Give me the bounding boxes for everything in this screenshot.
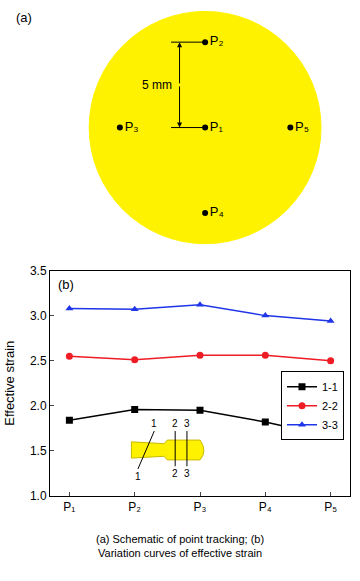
svg-text:3: 3 bbox=[184, 418, 190, 429]
svg-text:P₃: P₃ bbox=[125, 119, 139, 134]
svg-text:P₁: P₁ bbox=[210, 119, 224, 134]
svg-text:(a) Schematic of point trackin: (a) Schematic of point tracking; (b)Vari… bbox=[96, 533, 264, 559]
svg-text:3.0: 3.0 bbox=[30, 309, 47, 323]
svg-text:1.5: 1.5 bbox=[30, 444, 47, 458]
svg-text:5 mm: 5 mm bbox=[142, 78, 172, 92]
svg-text:P₄: P₄ bbox=[210, 204, 224, 219]
svg-text:3: 3 bbox=[184, 468, 190, 479]
svg-text:2: 2 bbox=[172, 468, 178, 479]
svg-text:P₅: P₅ bbox=[324, 500, 337, 514]
svg-text:P₃: P₃ bbox=[194, 500, 207, 514]
svg-text:Effective strain: Effective strain bbox=[2, 341, 17, 426]
svg-text:2.5: 2.5 bbox=[30, 354, 47, 368]
svg-text:1.0: 1.0 bbox=[30, 489, 47, 503]
svg-text:1: 1 bbox=[151, 418, 157, 429]
svg-text:2.0: 2.0 bbox=[30, 399, 47, 413]
svg-text:2: 2 bbox=[172, 418, 178, 429]
svg-text:3.5: 3.5 bbox=[30, 264, 47, 278]
svg-text:P₂: P₂ bbox=[210, 33, 224, 48]
svg-text:P₅: P₅ bbox=[295, 119, 309, 134]
svg-text:(a): (a) bbox=[16, 10, 32, 25]
svg-text:P₄: P₄ bbox=[259, 500, 272, 514]
svg-text:2-2: 2-2 bbox=[322, 400, 338, 412]
svg-text:1-1: 1-1 bbox=[322, 381, 338, 393]
svg-text:P₂: P₂ bbox=[128, 500, 141, 514]
svg-text:P₁: P₁ bbox=[63, 500, 75, 514]
svg-text:1: 1 bbox=[135, 471, 141, 482]
svg-text:(b): (b) bbox=[58, 277, 74, 292]
svg-text:3-3: 3-3 bbox=[322, 419, 338, 431]
